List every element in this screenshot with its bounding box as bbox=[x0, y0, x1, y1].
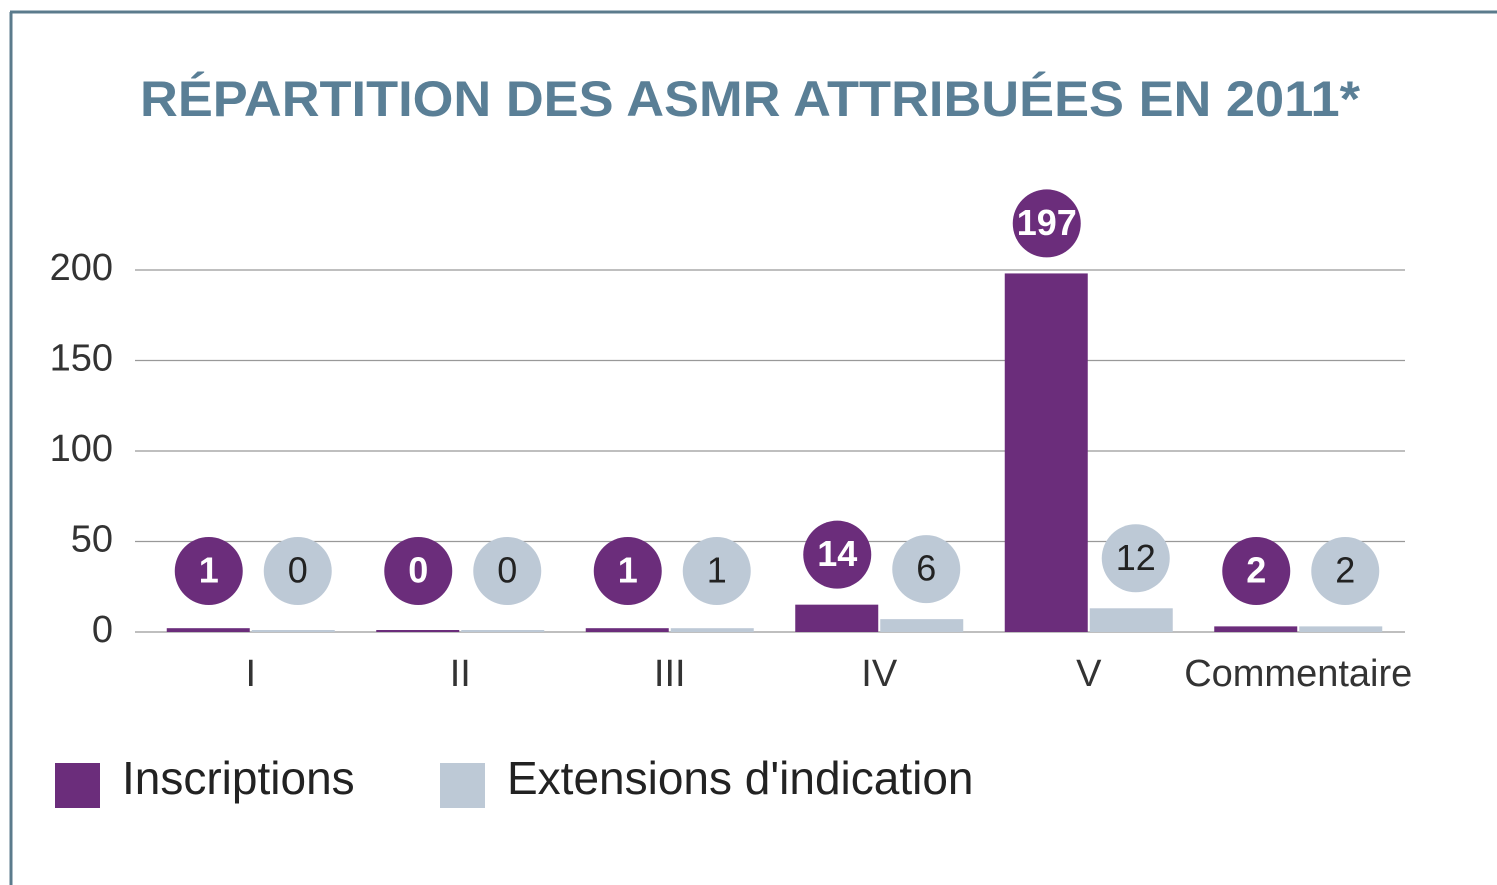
value-label: 0 bbox=[288, 550, 308, 591]
x-tick-label: IV bbox=[861, 653, 898, 695]
value-badge bbox=[1101, 524, 1170, 593]
value-badge bbox=[892, 535, 961, 604]
bar bbox=[1089, 608, 1173, 632]
x-tick-label: V bbox=[1076, 653, 1102, 695]
x-tick-label: III bbox=[654, 653, 686, 695]
value-badge bbox=[1012, 189, 1081, 258]
value-label: 6 bbox=[916, 548, 936, 589]
bar bbox=[376, 630, 460, 632]
value-label: 2 bbox=[1246, 550, 1266, 591]
value-label: 2 bbox=[1335, 550, 1355, 591]
value-badge bbox=[384, 537, 453, 605]
x-tick-label: I bbox=[245, 653, 256, 695]
bar bbox=[585, 628, 669, 632]
value-badge bbox=[682, 537, 751, 605]
y-tick-label: 150 bbox=[50, 338, 113, 380]
bar bbox=[251, 630, 335, 632]
value-label: 12 bbox=[1116, 537, 1156, 578]
bar bbox=[1299, 626, 1383, 632]
value-badge bbox=[473, 537, 542, 605]
x-tick-label: II bbox=[450, 653, 471, 695]
legend-label: Extensions d'indication bbox=[507, 752, 974, 804]
value-badge bbox=[803, 520, 872, 589]
value-label: 0 bbox=[408, 550, 428, 591]
bar bbox=[461, 630, 545, 632]
legend-swatch bbox=[440, 763, 485, 808]
value-badge bbox=[174, 537, 243, 605]
bar bbox=[166, 628, 250, 632]
y-tick-label: 200 bbox=[50, 247, 113, 289]
value-badge bbox=[263, 537, 332, 605]
bar bbox=[670, 628, 754, 632]
bar bbox=[1214, 626, 1298, 632]
legend-swatch bbox=[55, 763, 100, 808]
value-label: 0 bbox=[497, 550, 517, 591]
bar bbox=[1004, 273, 1088, 632]
value-badge bbox=[1222, 537, 1291, 605]
value-label: 14 bbox=[817, 533, 857, 574]
x-tick-label: Commentaire bbox=[1184, 653, 1412, 695]
value-label: 197 bbox=[1017, 202, 1077, 243]
y-tick-label: 100 bbox=[50, 428, 113, 470]
value-label: 1 bbox=[199, 550, 219, 591]
chart-title: RÉPARTITION DES ASMR ATTRIBUÉES EN 2011* bbox=[140, 71, 1361, 127]
y-tick-label: 0 bbox=[92, 609, 113, 651]
value-label: 1 bbox=[618, 550, 638, 591]
y-tick-label: 50 bbox=[71, 519, 113, 561]
bar bbox=[880, 619, 964, 632]
value-badge bbox=[593, 537, 662, 605]
bar bbox=[795, 604, 879, 632]
value-badge bbox=[1311, 537, 1380, 605]
legend-label: Inscriptions bbox=[122, 752, 355, 804]
value-label: 1 bbox=[707, 550, 727, 591]
